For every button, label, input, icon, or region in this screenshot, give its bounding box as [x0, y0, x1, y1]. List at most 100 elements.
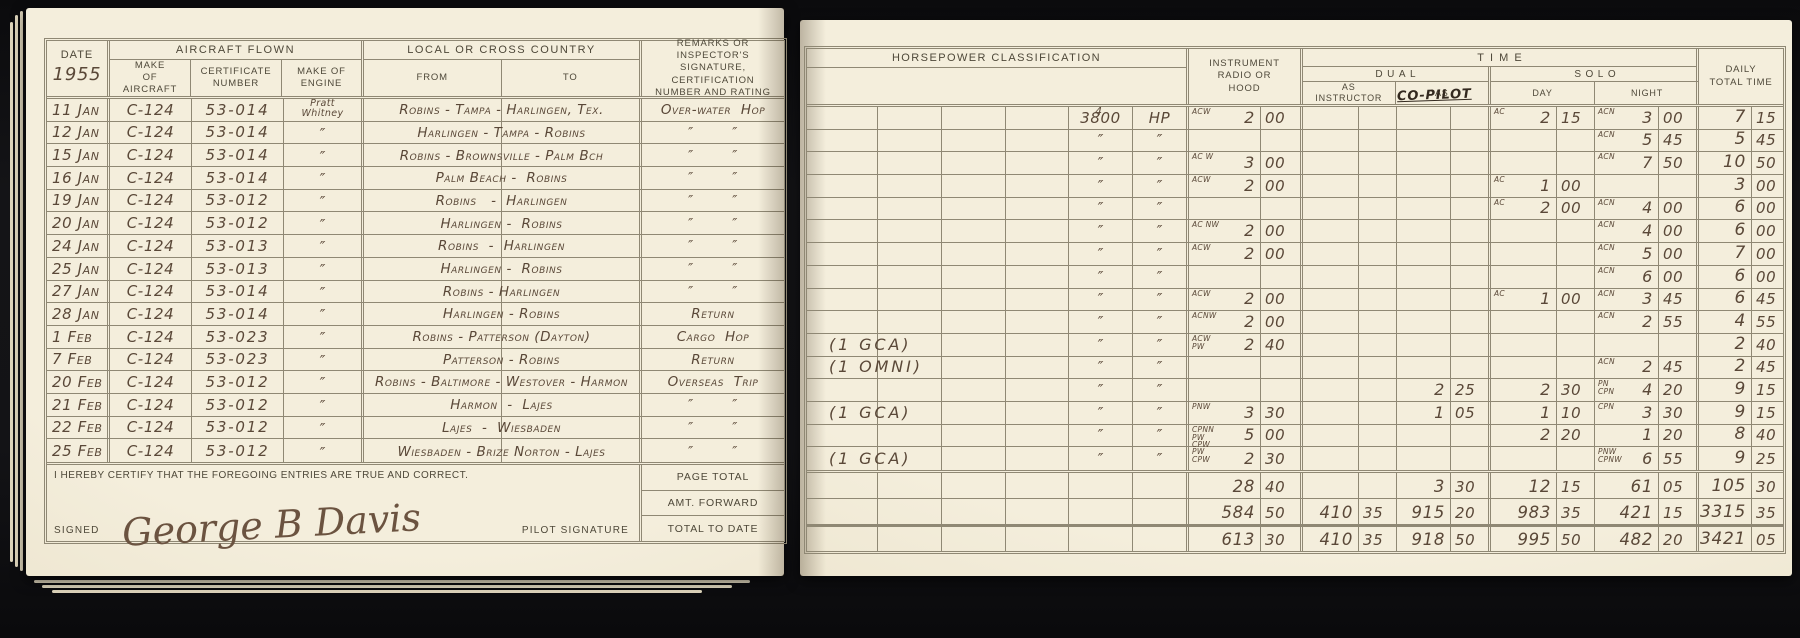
dual-copilot-cell [1397, 424, 1491, 447]
certify-statement: I HEREBY CERTIFY THAT THE FOREGOING ENTR… [54, 470, 469, 481]
aircraft-make-cell: C-124 [110, 99, 192, 121]
daily-total-cell: 5 45 [1699, 129, 1783, 152]
page-total-instrument-cell-mins: 40 [1260, 473, 1300, 498]
remarks-column-header: REMARKS OR INSPECTOR'S SIGNATURE, CERTIF… [655, 37, 771, 99]
dual-copilot-cell-hours [1397, 443, 1450, 446]
solo-night-cell-hours: 1 [1642, 425, 1653, 445]
dual-copilot-cell-mins [1450, 220, 1488, 243]
solo-night-cell-mins: 00 [1658, 243, 1696, 265]
instrument-cell: ACW 2 00 [1189, 107, 1303, 129]
dual-instructor-cell [1303, 401, 1397, 424]
page-total-label: PAGE TOTAL [642, 465, 784, 491]
solo-night-cell-mins: 45 [1658, 129, 1696, 152]
solo-night-cell: CPN 3 30 [1595, 401, 1699, 424]
instrument-cell-mins: 00 [1260, 243, 1300, 265]
dual-instructor-cell-mins [1358, 175, 1396, 197]
solo-night-cell: ACN 7 50 [1595, 152, 1699, 175]
amt-forward-solo-day-cell-hours: 983 [1517, 502, 1551, 522]
instrument-cell-mins [1260, 356, 1300, 379]
engine-make-cell: ″ [284, 303, 364, 325]
amt-forward-daily-total-cell-hours: 3315 [1700, 502, 1746, 522]
solo-day-cell-mins [1556, 311, 1594, 333]
solo-day-cell [1491, 152, 1595, 175]
dual-copilot-cell [1397, 265, 1491, 288]
certificate-number-cell: 53-014 [192, 303, 284, 325]
dual-copilot-cell-mins [1450, 333, 1488, 356]
instrument-cell-mins: 00 [1260, 424, 1300, 447]
hp-value-cell: ″ [1069, 447, 1133, 470]
remarks-cell: ″ ″ [688, 215, 738, 232]
dual-copilot-cell: 1 05 [1397, 401, 1491, 424]
dual-copilot-cell-hours [1397, 353, 1450, 356]
total-to-date-dual-instructor-cell-hours: 410 [1319, 529, 1353, 549]
hp-unit-cell: ″ [1133, 424, 1189, 447]
total-to-date-solo-day-cell-mins: 50 [1556, 527, 1594, 551]
remarks-cell: ″ ″ [688, 397, 738, 414]
solo-day-cell [1491, 311, 1595, 333]
left-table-body: 11 Jan C-124 53-014 Pratt Whitney Robins - T… [47, 98, 784, 462]
dual-copilot-cell-mins: 05 [1450, 401, 1488, 424]
dual-copilot-cell [1397, 129, 1491, 152]
certificate-number-cell: 53-013 [192, 257, 284, 280]
dual-copilot-cell-mins [1450, 288, 1488, 311]
instrument-cell-hours: 2 [1244, 289, 1255, 309]
solo-night-cell-code: ACN [1598, 288, 1615, 298]
hp-value-cell: ″ [1069, 175, 1133, 197]
instrument-cell-hours: 3 [1244, 402, 1255, 422]
solo-day-cell-hours [1491, 330, 1556, 333]
dual-copilot-cell-hours [1397, 285, 1450, 288]
hp-value-cell: ″ [1069, 311, 1133, 333]
logbook-row: 28 40 3 30 12 15 61 05 105 30 [807, 473, 1783, 499]
logbook-row: 1 Feb C-124 53-023 ″ Robins - Patterson (Day… [47, 325, 784, 349]
pilot-signature: George B Davis [121, 495, 422, 555]
page-edge [52, 590, 702, 593]
hp-unit-cell: ″ [1133, 129, 1189, 152]
total-to-date-solo-night-cell-hours: 482 [1619, 529, 1653, 549]
hp-value: ″ [1097, 380, 1104, 399]
certificate-number-cell: 53-012 [192, 371, 284, 393]
instrument-cell-mins [1260, 129, 1300, 152]
dual-instructor-cell-hours [1303, 398, 1358, 401]
date-cell: 21 Feb [47, 393, 110, 416]
dual-instructor-cell-mins [1358, 379, 1396, 401]
right-table-header: HORSEPOWER CLASSIFICATION INSTRUMENT RAD… [807, 49, 1783, 107]
aircraft-flown-label: AIRCRAFT FLOWN [110, 41, 361, 60]
hp-unit-cell: ″ [1133, 333, 1189, 356]
hp-value: ″ [1097, 358, 1104, 377]
solo-day-cell-mins: 10 [1556, 401, 1594, 424]
daily-total-cell: 7 15 [1699, 107, 1783, 129]
aircraft-make-cell: C-124 [110, 439, 192, 462]
pilot-signature-label: PILOT SIGNATURE [521, 525, 629, 536]
total-to-date-daily-total-cell-mins: 05 [1751, 527, 1783, 551]
solo-night-cell-hours: 2 [1642, 311, 1653, 331]
logbook-row: ″ ″ ACW 2 00 ACN 5 00 7 00 [807, 243, 1783, 266]
daily-total-cell-mins: 00 [1751, 220, 1783, 243]
logbook-row: ″ ″ CPNN PW CPW 5 00 2 20 1 20 8 40 [807, 424, 1783, 449]
aircraft-make-cell: C-124 [110, 416, 192, 439]
totals-labels-column: PAGE TOTAL AMT. FORWARD TOTAL TO DATE [642, 465, 784, 541]
certificate-number-cell: 53-014 [192, 167, 284, 189]
daily-total-cell-mins: 00 [1751, 197, 1783, 220]
hp-value-cell: ″ [1069, 424, 1133, 447]
engine-make-cell: ″ [284, 371, 364, 393]
certificate-number-cell: 53-014 [192, 121, 284, 144]
instrument-cell-hours: 2 [1244, 311, 1255, 331]
solo-night-cell-hours: 4 [1642, 379, 1653, 399]
dual-header-group: DUAL AS INSTRUCTOR AS CO-PILOT [1303, 67, 1491, 105]
aircraft-make-cell: C-124 [110, 325, 192, 348]
amt-forward-instrument-cell-hours: 584 [1221, 502, 1255, 522]
certification-block: I HEREBY CERTIFY THAT THE FOREGOING ENTR… [47, 465, 642, 555]
solo-day-cell: AC 1 00 [1491, 288, 1595, 311]
dual-instructor-cell-hours [1303, 375, 1358, 378]
page-total-solo-night-cell-hours: 61 [1630, 476, 1653, 496]
dual-instructor-cell-hours [1303, 148, 1358, 151]
dual-instructor-cell-hours [1303, 171, 1358, 174]
instrument-cell-hours [1189, 398, 1260, 401]
as-copilot-label: AS CO-PILOT [1396, 82, 1488, 105]
dual-copilot-cell-mins [1450, 311, 1488, 333]
daily-total-cell: 8 40 [1699, 424, 1783, 447]
solo-night-cell-code: ACN [1598, 129, 1615, 139]
route-cell: Harlingen - Robins [364, 212, 642, 235]
hp-value-cell: ″ [1069, 333, 1133, 356]
date-cell: 25 Jan [47, 257, 110, 280]
